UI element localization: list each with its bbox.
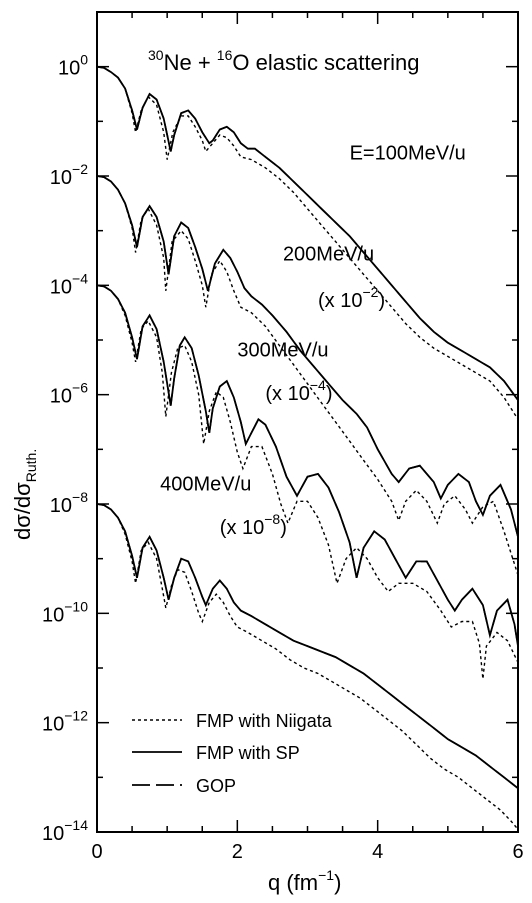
y-tick-label-exp: −6 <box>72 380 88 396</box>
y-tick-label-exp: −14 <box>64 817 88 833</box>
annotation-tail: ) <box>326 383 333 405</box>
curves-group <box>96 65 519 830</box>
y-tick-label-base: 10 <box>42 714 64 736</box>
curve-gop-0 <box>96 65 519 401</box>
annotation-f300: (x 10−4) <box>265 377 332 405</box>
x-tick-label: 4 <box>372 841 383 863</box>
chart-title: 30Ne + 16O elastic scattering <box>148 47 419 75</box>
y-axis-title: dσ/dσRuth. <box>10 449 39 540</box>
annotation-tail: ) <box>378 290 385 312</box>
legend: FMP with Niigata FMP with SP GOP <box>132 711 333 796</box>
y-tick-label-base: 10 <box>50 495 72 517</box>
y-tick-label: 10−2 <box>50 161 88 189</box>
annotation-text: 300MeV/u <box>237 339 328 361</box>
y-tick-label-base: 10 <box>50 276 72 298</box>
y-tick-label-exp: −8 <box>72 489 88 505</box>
x-axis-title: q (fm−1) <box>268 867 341 895</box>
y-tick-label: 10−8 <box>50 489 88 517</box>
y-tick-label: 10−4 <box>50 270 88 298</box>
curve-niigata-1 <box>96 175 519 576</box>
y-tick-label-base: 10 <box>50 386 72 408</box>
y-tick-label-base: 10 <box>50 167 72 189</box>
curve-gop-1 <box>96 175 519 537</box>
annotation-text: E=100MeV/u <box>350 143 466 165</box>
curve-gop-2 <box>96 284 519 647</box>
title-elem-a: Ne + <box>164 50 217 75</box>
y-tick-label: 10−12 <box>42 708 88 736</box>
annotation-exp: −4 <box>310 377 326 393</box>
title-mass-a: 30 <box>148 47 164 63</box>
x-axis-title-exp: −1 <box>318 867 334 883</box>
annotation-text: (x 10 <box>265 383 309 405</box>
curve-niigata-3 <box>96 503 519 830</box>
y-tick-label: 10−6 <box>50 380 88 408</box>
annotation-e200: 200MeV/u <box>283 244 374 266</box>
y-tick-label-exp: −4 <box>72 270 88 286</box>
annotation-tail: ) <box>280 517 287 539</box>
y-tick-label: 100 <box>58 52 88 80</box>
x-tick-label: 2 <box>232 841 243 863</box>
x-axis-title-tail: ) <box>334 870 341 895</box>
annotation-text: (x 10 <box>220 517 264 539</box>
annotation-exp: −2 <box>362 284 378 300</box>
annotation-e300: 300MeV/u <box>237 339 328 361</box>
y-tick-label-base: 10 <box>58 58 80 80</box>
y-tick-label: 10−10 <box>42 598 88 626</box>
annotation-e100: E=100MeV/u <box>350 143 466 165</box>
annotation-text: (x 10 <box>318 290 362 312</box>
annotation-f400: (x 10−8) <box>220 511 287 539</box>
y-tick-label-exp: −10 <box>64 598 88 614</box>
y-tick-label-base: 10 <box>42 604 64 626</box>
legend-label-gop: GOP <box>196 776 236 796</box>
legend-label-niigata: FMP with Niigata <box>196 711 333 731</box>
y-tick-label-base: 10 <box>42 823 64 845</box>
y-tick-label-exp: −2 <box>72 161 88 177</box>
legend-label-sp: FMP with SP <box>196 743 300 763</box>
curve-niigata-2 <box>96 284 519 679</box>
title-elem-b: O elastic scattering <box>232 50 419 75</box>
y-axis-title-sub: Ruth. <box>23 449 39 482</box>
annotation-text: 400MeV/u <box>160 473 251 495</box>
annotation-text: 200MeV/u <box>283 244 374 266</box>
annotation-e400: 400MeV/u <box>160 473 251 495</box>
plot-frame <box>96 11 519 833</box>
y-axis-title-main: dσ/dσ <box>10 482 35 540</box>
x-tick-label: 6 <box>512 841 523 863</box>
x-tick-label: 0 <box>91 841 102 863</box>
y-tick-label-exp: −12 <box>64 708 88 724</box>
annotation-exp: −8 <box>264 511 280 527</box>
y-tick-label-exp: 0 <box>80 52 88 68</box>
curve-gop-3 <box>96 503 519 789</box>
x-axis-title-base: q (fm <box>268 870 318 895</box>
annotation-f200: (x 10−2) <box>318 284 385 312</box>
title-mass-b: 16 <box>217 47 233 63</box>
y-tick-label: 10−14 <box>42 817 88 845</box>
